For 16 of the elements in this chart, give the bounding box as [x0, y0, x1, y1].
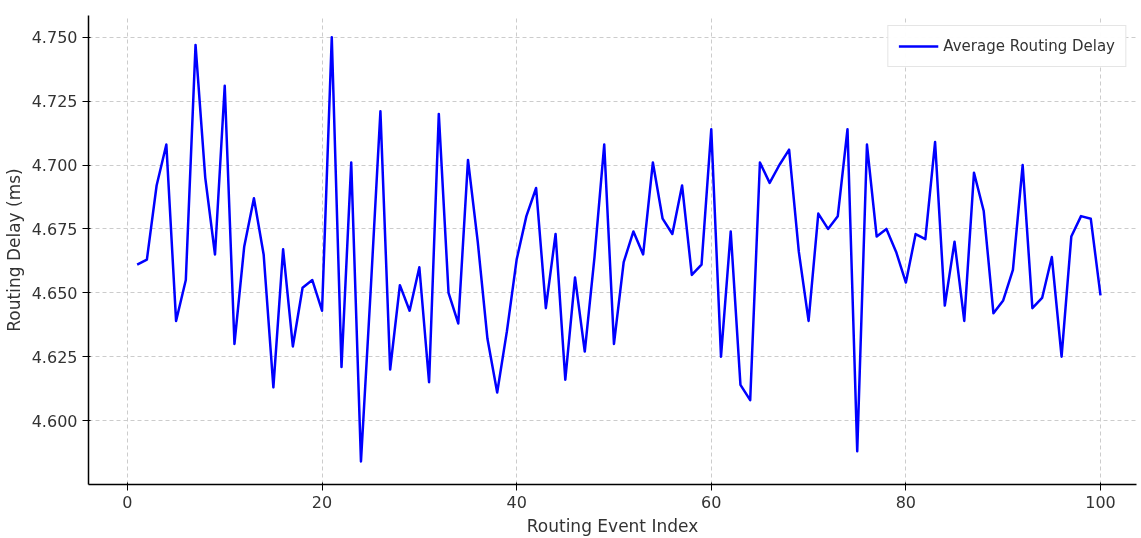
legend-label: Average Routing Delay	[943, 37, 1115, 55]
y-tick-label: 4.700	[31, 156, 78, 176]
x-tick-label: 0	[122, 492, 133, 512]
x-tick-label: 40	[506, 492, 527, 512]
x-tick-label: 20	[311, 492, 333, 512]
y-tick-label: 4.750	[31, 28, 78, 48]
x-tick-label: 60	[701, 492, 722, 512]
x-axis-title: Routing Event Index	[526, 515, 699, 536]
y-tick-label: 4.725	[31, 92, 78, 112]
y-tick-label: 4.675	[31, 219, 78, 239]
y-tick-label: 4.600	[31, 411, 78, 431]
x-tick-label: 80	[895, 492, 917, 512]
y-axis-title: Routing Delay (ms)	[3, 168, 24, 332]
x-tick-label: 100	[1085, 492, 1116, 512]
y-tick-label: 4.650	[31, 283, 78, 303]
y-tick-label: 4.625	[31, 347, 78, 367]
